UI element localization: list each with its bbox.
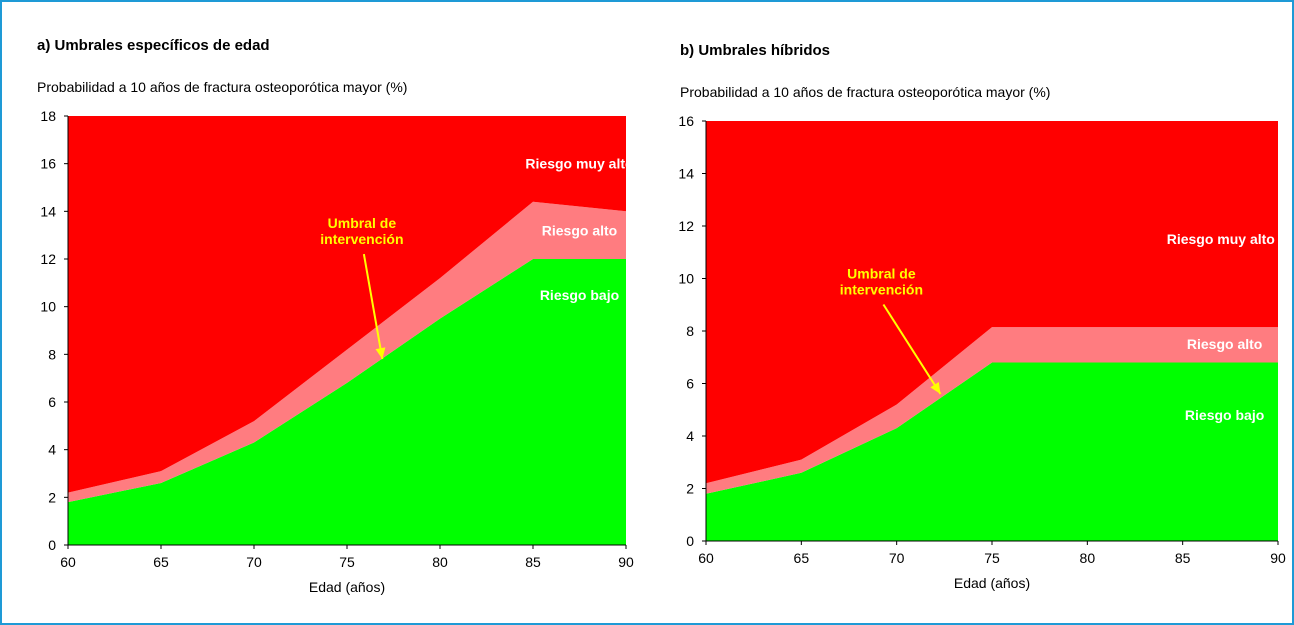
chart-b-x-tick-label: 60 <box>698 550 714 566</box>
chart-b-zone-label: Riesgo alto <box>1187 336 1262 352</box>
chart-b-y-tick-label: 4 <box>686 428 694 444</box>
chart-a-x-tick-label: 90 <box>618 554 634 570</box>
chart-a-y-tick-label: 12 <box>40 251 56 267</box>
chart-a-x-tick-label: 80 <box>432 554 448 570</box>
chart-a-y-tick-label: 8 <box>48 346 56 362</box>
chart-b-y-tick-label: 14 <box>678 166 694 182</box>
chart-a-plot: 0 2 4 6 8 10 12 14 16 18 60 65 70 75 80 85 90 Edad (años)… <box>40 108 634 595</box>
chart-a-title: a) Umbrales específicos de edad <box>37 37 270 54</box>
chart-a-x-tick-label: 65 <box>153 554 169 570</box>
chart-b-xlabel: Edad (años) <box>954 575 1030 591</box>
chart-b-y-tick-label: 8 <box>686 323 694 339</box>
chart-a-threshold-arrowhead <box>375 347 386 360</box>
chart-b-threshold-arrowhead <box>930 382 941 394</box>
chart-a-x-tick-label: 60 <box>60 554 76 570</box>
chart-a-threshold-arrow <box>362 253 384 360</box>
chart-b-y-tick-label: 12 <box>678 218 694 234</box>
chart-a-x-tick-label: 85 <box>525 554 541 570</box>
chart-b-x-tick-label: 65 <box>794 550 810 566</box>
chart-a-x-tick-label: 70 <box>246 554 262 570</box>
chart-b-zone-label: Riesgo muy alto <box>1167 231 1275 247</box>
chart-b-threshold-label: Umbral de intervención <box>840 266 923 298</box>
chart-b-y-tick-label: 16 <box>678 113 694 129</box>
chart-a-y-tick-label: 10 <box>40 299 56 315</box>
chart-b-x-tick-label: 90 <box>1270 550 1286 566</box>
chart-a-zone-label: Riesgo muy alto <box>525 156 633 172</box>
chart-a-y-tick-label: 2 <box>48 489 56 505</box>
chart-b-x-tick-label: 85 <box>1175 550 1191 566</box>
chart-a-threshold-label: Umbral de intervención <box>320 215 403 247</box>
chart-a-y-tick-label: 4 <box>48 442 56 458</box>
chart-b-y-tick-label: 10 <box>678 271 694 287</box>
chart-a-y-tick-label: 14 <box>40 203 56 219</box>
chart-a-area-very-high <box>68 116 626 493</box>
chart-b-area-high <box>706 327 1278 494</box>
chart-a-ylabel: Probabilidad a 10 años de fractura osteo… <box>37 79 408 95</box>
chart-a-y-tick-label: 16 <box>40 156 56 172</box>
chart-a-x-tick-label: 75 <box>339 554 355 570</box>
chart-b-threshold-arrow <box>882 303 942 395</box>
chart-b-x-tick-label: 80 <box>1080 550 1096 566</box>
chart-a-y-tick-label: 0 <box>48 537 56 553</box>
chart-b-y-tick-label: 2 <box>686 481 694 497</box>
chart-a-area-low <box>68 259 626 545</box>
chart-a-xlabel: Edad (años) <box>309 579 385 595</box>
chart-b-y-tick-label: 0 <box>686 533 694 549</box>
chart-b-title: b) Umbrales híbridos <box>680 42 831 59</box>
chart-b-y-tick-label: 6 <box>686 376 694 392</box>
chart-a-y-tick-label: 6 <box>48 394 56 410</box>
chart-a-y-tick-label: 18 <box>40 108 56 124</box>
chart-b-x-tick-label: 70 <box>889 550 905 566</box>
chart-b-x-tick-label: 75 <box>984 550 1000 566</box>
chart-b-area-very-high <box>706 121 1278 484</box>
chart-a-zone-label: Riesgo bajo <box>540 287 619 303</box>
chart-b-plot: 0 2 4 6 8 10 12 14 16 60 65 70 75 80 85 90 Edad (años) Ri… <box>678 113 1286 591</box>
chart-b-zone-label: Riesgo bajo <box>1185 407 1264 423</box>
chart-b-ylabel: Probabilidad a 10 años de fractura osteo… <box>680 84 1051 100</box>
chart-b-area-low <box>706 362 1278 541</box>
chart-a-zone-label: Riesgo alto <box>542 222 617 238</box>
chart-a-area-high <box>68 201 626 503</box>
